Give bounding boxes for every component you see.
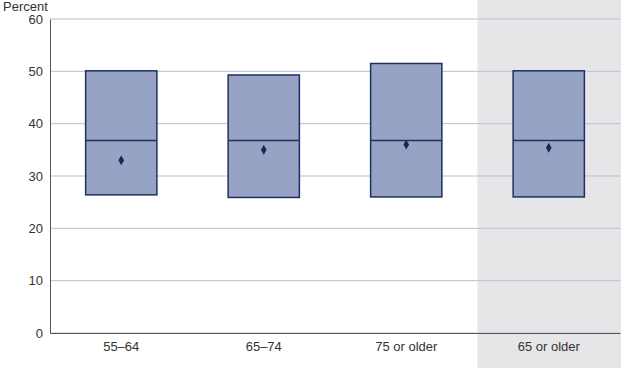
- y-axis: 0102030405060: [29, 12, 51, 341]
- x-tick: 65 or older: [518, 333, 581, 354]
- y-tick-label: 50: [29, 64, 43, 79]
- y-tick-label: 20: [29, 221, 43, 236]
- grid-line: [50, 228, 620, 229]
- y-tick: 50: [29, 64, 50, 79]
- median-line: [513, 140, 584, 142]
- box: [371, 63, 442, 196]
- grid-line: [50, 19, 620, 20]
- y-tick-label: 10: [29, 273, 43, 288]
- y-tick: 10: [29, 273, 50, 288]
- grid-line: [50, 333, 620, 334]
- box: [513, 71, 584, 197]
- grid-line: [50, 280, 620, 281]
- mean-marker: [403, 140, 409, 150]
- box-group: [371, 63, 442, 196]
- x-tick-label: 65–74: [246, 339, 282, 354]
- x-tick: 65–74: [246, 333, 282, 354]
- box-group: [513, 71, 584, 197]
- median-line: [228, 140, 299, 142]
- box-group: [86, 71, 157, 195]
- box-group: [228, 75, 299, 197]
- y-tick-label: 0: [36, 326, 43, 341]
- y-axis-title: Percent: [3, 0, 48, 14]
- mean-marker: [261, 145, 267, 155]
- y-tick: 0: [36, 326, 50, 341]
- y-tick-label: 30: [29, 169, 43, 184]
- x-tick-label: 75 or older: [375, 339, 438, 354]
- x-axis-line: [51, 333, 621, 334]
- box: [86, 71, 157, 195]
- x-tick-label: 55–64: [103, 339, 139, 354]
- mean-marker: [546, 143, 552, 153]
- y-tick: 20: [29, 221, 50, 236]
- grid: [50, 19, 620, 333]
- median-line: [86, 140, 157, 142]
- mean-marker: [118, 155, 124, 165]
- y-tick: 30: [29, 169, 50, 184]
- y-axis-line: [50, 20, 51, 334]
- boxes: [86, 63, 585, 197]
- box: [228, 75, 299, 197]
- x-axis: 55–64 65–74 75 or older 65 or older: [51, 333, 621, 354]
- y-tick: 40: [29, 116, 50, 131]
- x-tick-label: 65 or older: [518, 339, 581, 354]
- x-tick: 55–64: [103, 333, 139, 354]
- highlight-band: [478, 0, 621, 368]
- y-tick-label: 40: [29, 116, 43, 131]
- chart: 010203040506055–6465–7475 or older65 or …: [0, 0, 621, 368]
- x-tick: 75 or older: [375, 333, 438, 354]
